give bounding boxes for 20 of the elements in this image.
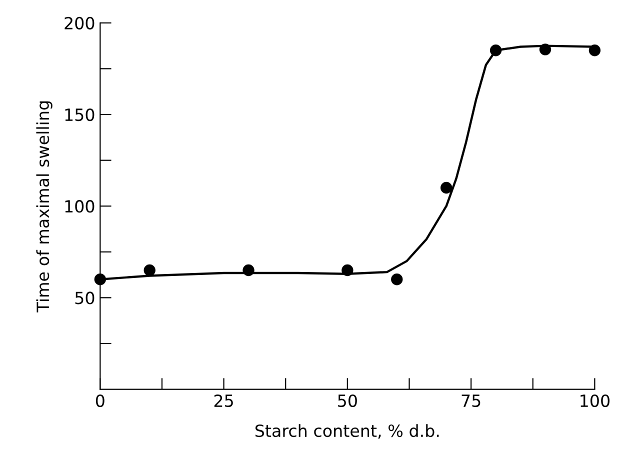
x-tick-label: 100 — [580, 394, 610, 408]
x-tick-label: 25 — [214, 394, 233, 408]
y-axis-title: Time of maximal swelling — [36, 101, 52, 312]
point — [539, 44, 552, 56]
x-tick-label: 50 — [338, 394, 357, 408]
y-tick-label: 150 — [65, 108, 94, 122]
point — [490, 44, 502, 56]
x-tick-label: 75 — [462, 394, 480, 408]
point — [242, 264, 254, 276]
point — [391, 274, 403, 286]
point — [588, 44, 601, 56]
point — [94, 274, 106, 286]
point — [144, 264, 156, 276]
y-tick-label: 200 — [64, 16, 94, 30]
y-tick-label: 50 — [75, 292, 94, 304]
x-tick-label: 0 — [96, 394, 104, 408]
point — [440, 182, 452, 194]
y-tick-label: 100 — [65, 200, 94, 213]
point — [342, 264, 354, 276]
x-axis-title: Starch content, % d.b. — [255, 424, 439, 439]
